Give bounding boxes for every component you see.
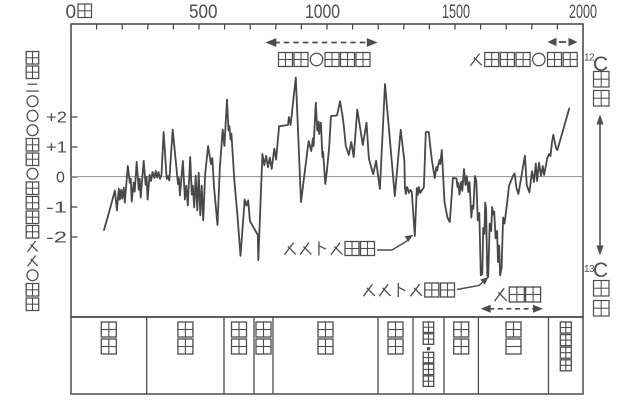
svg-text:+2: +2 [46,110,67,127]
svg-text:1000: 1000 [305,2,340,23]
svg-text:12: 12 [584,53,595,64]
svg-text:C: C [593,259,608,282]
svg-text:0: 0 [66,2,77,23]
svg-text:0: 0 [56,170,65,187]
svg-text:1500: 1500 [442,2,470,23]
svg-text:500: 500 [189,2,218,23]
svg-text:-1: -1 [46,200,67,217]
svg-text:C: C [593,53,608,76]
svg-text:+1: +1 [46,140,67,157]
svg-text:13: 13 [584,264,595,275]
svg-text:2000: 2000 [569,2,597,23]
svg-text:-2: -2 [46,230,67,247]
